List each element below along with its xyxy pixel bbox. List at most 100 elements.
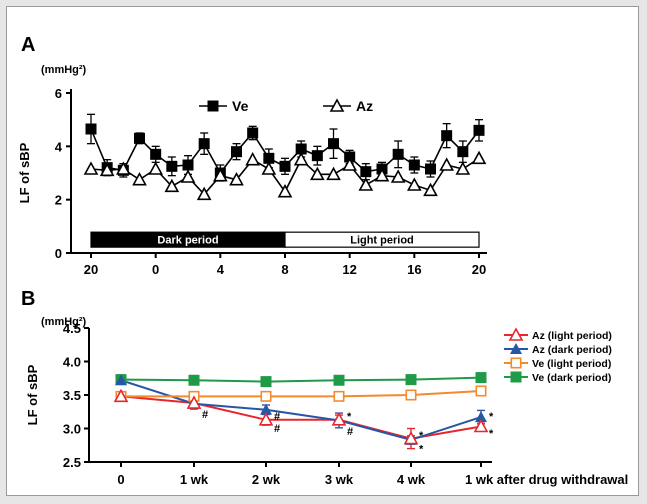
data-point-ve bbox=[425, 163, 436, 175]
series-line bbox=[120, 395, 482, 440]
data-point-az bbox=[277, 183, 293, 198]
panel-b: B (mmHg²) LF of sBP 2.5 3.0 3.5 4.0 4.5 0 1 wk 2 w… bbox=[21, 288, 628, 487]
data-point-az bbox=[196, 186, 212, 201]
x-tick-label-a: 16 bbox=[407, 262, 421, 277]
x-tick-label-b: 2 wk bbox=[252, 472, 281, 487]
data-point-az bbox=[229, 171, 244, 186]
data-point-az bbox=[439, 157, 455, 171]
data-point bbox=[260, 390, 272, 402]
data-point-ve bbox=[198, 138, 210, 150]
period-label: Dark period bbox=[157, 235, 218, 247]
data-point-az bbox=[148, 161, 164, 175]
y-unit-a: (mmHg²) bbox=[41, 64, 87, 76]
x-tick-label-a: 0 bbox=[152, 262, 159, 277]
data-point bbox=[403, 430, 419, 445]
data-point-ve bbox=[134, 132, 145, 144]
legend-label: Az (light period) bbox=[532, 330, 612, 342]
data-point bbox=[186, 395, 202, 409]
period-label: Light period bbox=[350, 235, 414, 247]
significance-mark: # bbox=[274, 411, 280, 423]
y-axis-label-a: LF of sBP bbox=[17, 142, 32, 203]
panel-label-a: A bbox=[21, 34, 35, 56]
x-tick-label-a: 4 bbox=[217, 262, 225, 277]
significance-mark: * bbox=[489, 411, 494, 423]
data-point-az bbox=[455, 161, 471, 175]
data-point-ve bbox=[263, 152, 275, 164]
data-point-az bbox=[99, 162, 115, 177]
y-tick-label-b: 3.5 bbox=[63, 388, 81, 403]
panel-a: A (mmHg²) LF of sBP 0 2 4 6 20 0 4 8 12 16 20 Dark per… bbox=[17, 34, 487, 277]
data-point-ve bbox=[473, 124, 485, 136]
data-point-ve bbox=[231, 146, 242, 158]
significance-mark: # bbox=[274, 423, 280, 435]
data-point bbox=[115, 374, 127, 386]
x-tick-label-a: 12 bbox=[342, 262, 356, 277]
data-point-az bbox=[471, 150, 487, 165]
data-point bbox=[260, 403, 272, 415]
legend-label: Ve (dark period) bbox=[532, 372, 611, 384]
significance-mark: * bbox=[489, 428, 494, 440]
period-bar bbox=[284, 231, 480, 248]
significance-mark: * bbox=[419, 430, 424, 442]
data-point-az bbox=[390, 169, 406, 183]
x-tick-label-b: 4 wk bbox=[397, 472, 426, 487]
data-point-az bbox=[115, 161, 131, 175]
legend-marker bbox=[508, 327, 524, 341]
legend-label: Ve bbox=[232, 98, 249, 114]
x-tick-label-a: 8 bbox=[281, 262, 288, 277]
data-point-ve bbox=[311, 150, 323, 162]
data-point-az bbox=[374, 167, 390, 182]
y-unit-b: (mmHg²) bbox=[41, 316, 87, 328]
legend-label: Ve (light period) bbox=[532, 358, 611, 370]
data-point bbox=[475, 372, 487, 384]
panel-label-b: B bbox=[21, 288, 35, 310]
chart-canvas: A (mmHg²) LF of sBP 0 2 4 6 20 0 4 8 12 16 20 Dark per… bbox=[17, 34, 628, 487]
significance-mark: * bbox=[419, 443, 424, 455]
x-tick-label-b: 1 wk bbox=[180, 472, 209, 487]
data-point-az bbox=[406, 177, 422, 191]
y-tick-label-b: 4.0 bbox=[63, 355, 81, 370]
x-tick-label-a: 20 bbox=[84, 262, 98, 277]
legend-marker bbox=[329, 98, 345, 112]
series-line bbox=[120, 379, 482, 441]
data-point-ve bbox=[182, 159, 194, 171]
data-point bbox=[113, 388, 129, 403]
data-point-ve bbox=[408, 159, 420, 171]
legend-marker bbox=[510, 371, 522, 383]
data-point-az bbox=[261, 161, 277, 175]
data-point-az bbox=[212, 167, 228, 182]
data-point bbox=[405, 374, 417, 386]
data-point bbox=[260, 376, 272, 388]
figure: A (mmHg²) LF of sBP 0 2 4 6 20 0 4 8 12 16 20 Dark per… bbox=[6, 6, 639, 496]
data-point-ve bbox=[328, 138, 339, 150]
x-tick-label-b: 1 wk after drug withdrawal bbox=[465, 472, 628, 487]
y-tick-label-b: 2.5 bbox=[63, 455, 81, 470]
data-point-az bbox=[132, 171, 147, 186]
data-point-az bbox=[245, 151, 261, 166]
y-axis-label-b: LF of sBP bbox=[25, 364, 40, 425]
significance-mark: # bbox=[347, 426, 353, 438]
y-tick-label-b: 4.5 bbox=[63, 321, 81, 336]
data-point-ve bbox=[344, 151, 356, 163]
x-tick-label-b: 3 wk bbox=[325, 472, 354, 487]
y-tick-label-a: 6 bbox=[55, 86, 62, 101]
data-point bbox=[331, 412, 347, 426]
data-point-az bbox=[293, 151, 309, 166]
data-point-ve bbox=[150, 148, 162, 160]
data-point bbox=[333, 390, 345, 402]
data-point-az bbox=[342, 157, 358, 171]
legend-marker bbox=[510, 357, 522, 369]
data-point-az bbox=[83, 161, 99, 175]
data-point-az bbox=[164, 178, 180, 193]
data-point-ve bbox=[392, 148, 404, 160]
data-point-ve bbox=[441, 130, 453, 142]
x-tick-label-b: 0 bbox=[117, 472, 124, 487]
y-tick-label-b: 3.0 bbox=[63, 422, 81, 437]
legend-label: Az (dark period) bbox=[532, 344, 612, 356]
data-point-ve bbox=[166, 160, 178, 172]
data-point-az bbox=[423, 182, 438, 197]
x-tick-label-a: 20 bbox=[472, 262, 486, 277]
data-point-az bbox=[358, 177, 374, 191]
y-tick-label-a: 2 bbox=[55, 193, 62, 208]
data-point-ve bbox=[295, 143, 307, 155]
